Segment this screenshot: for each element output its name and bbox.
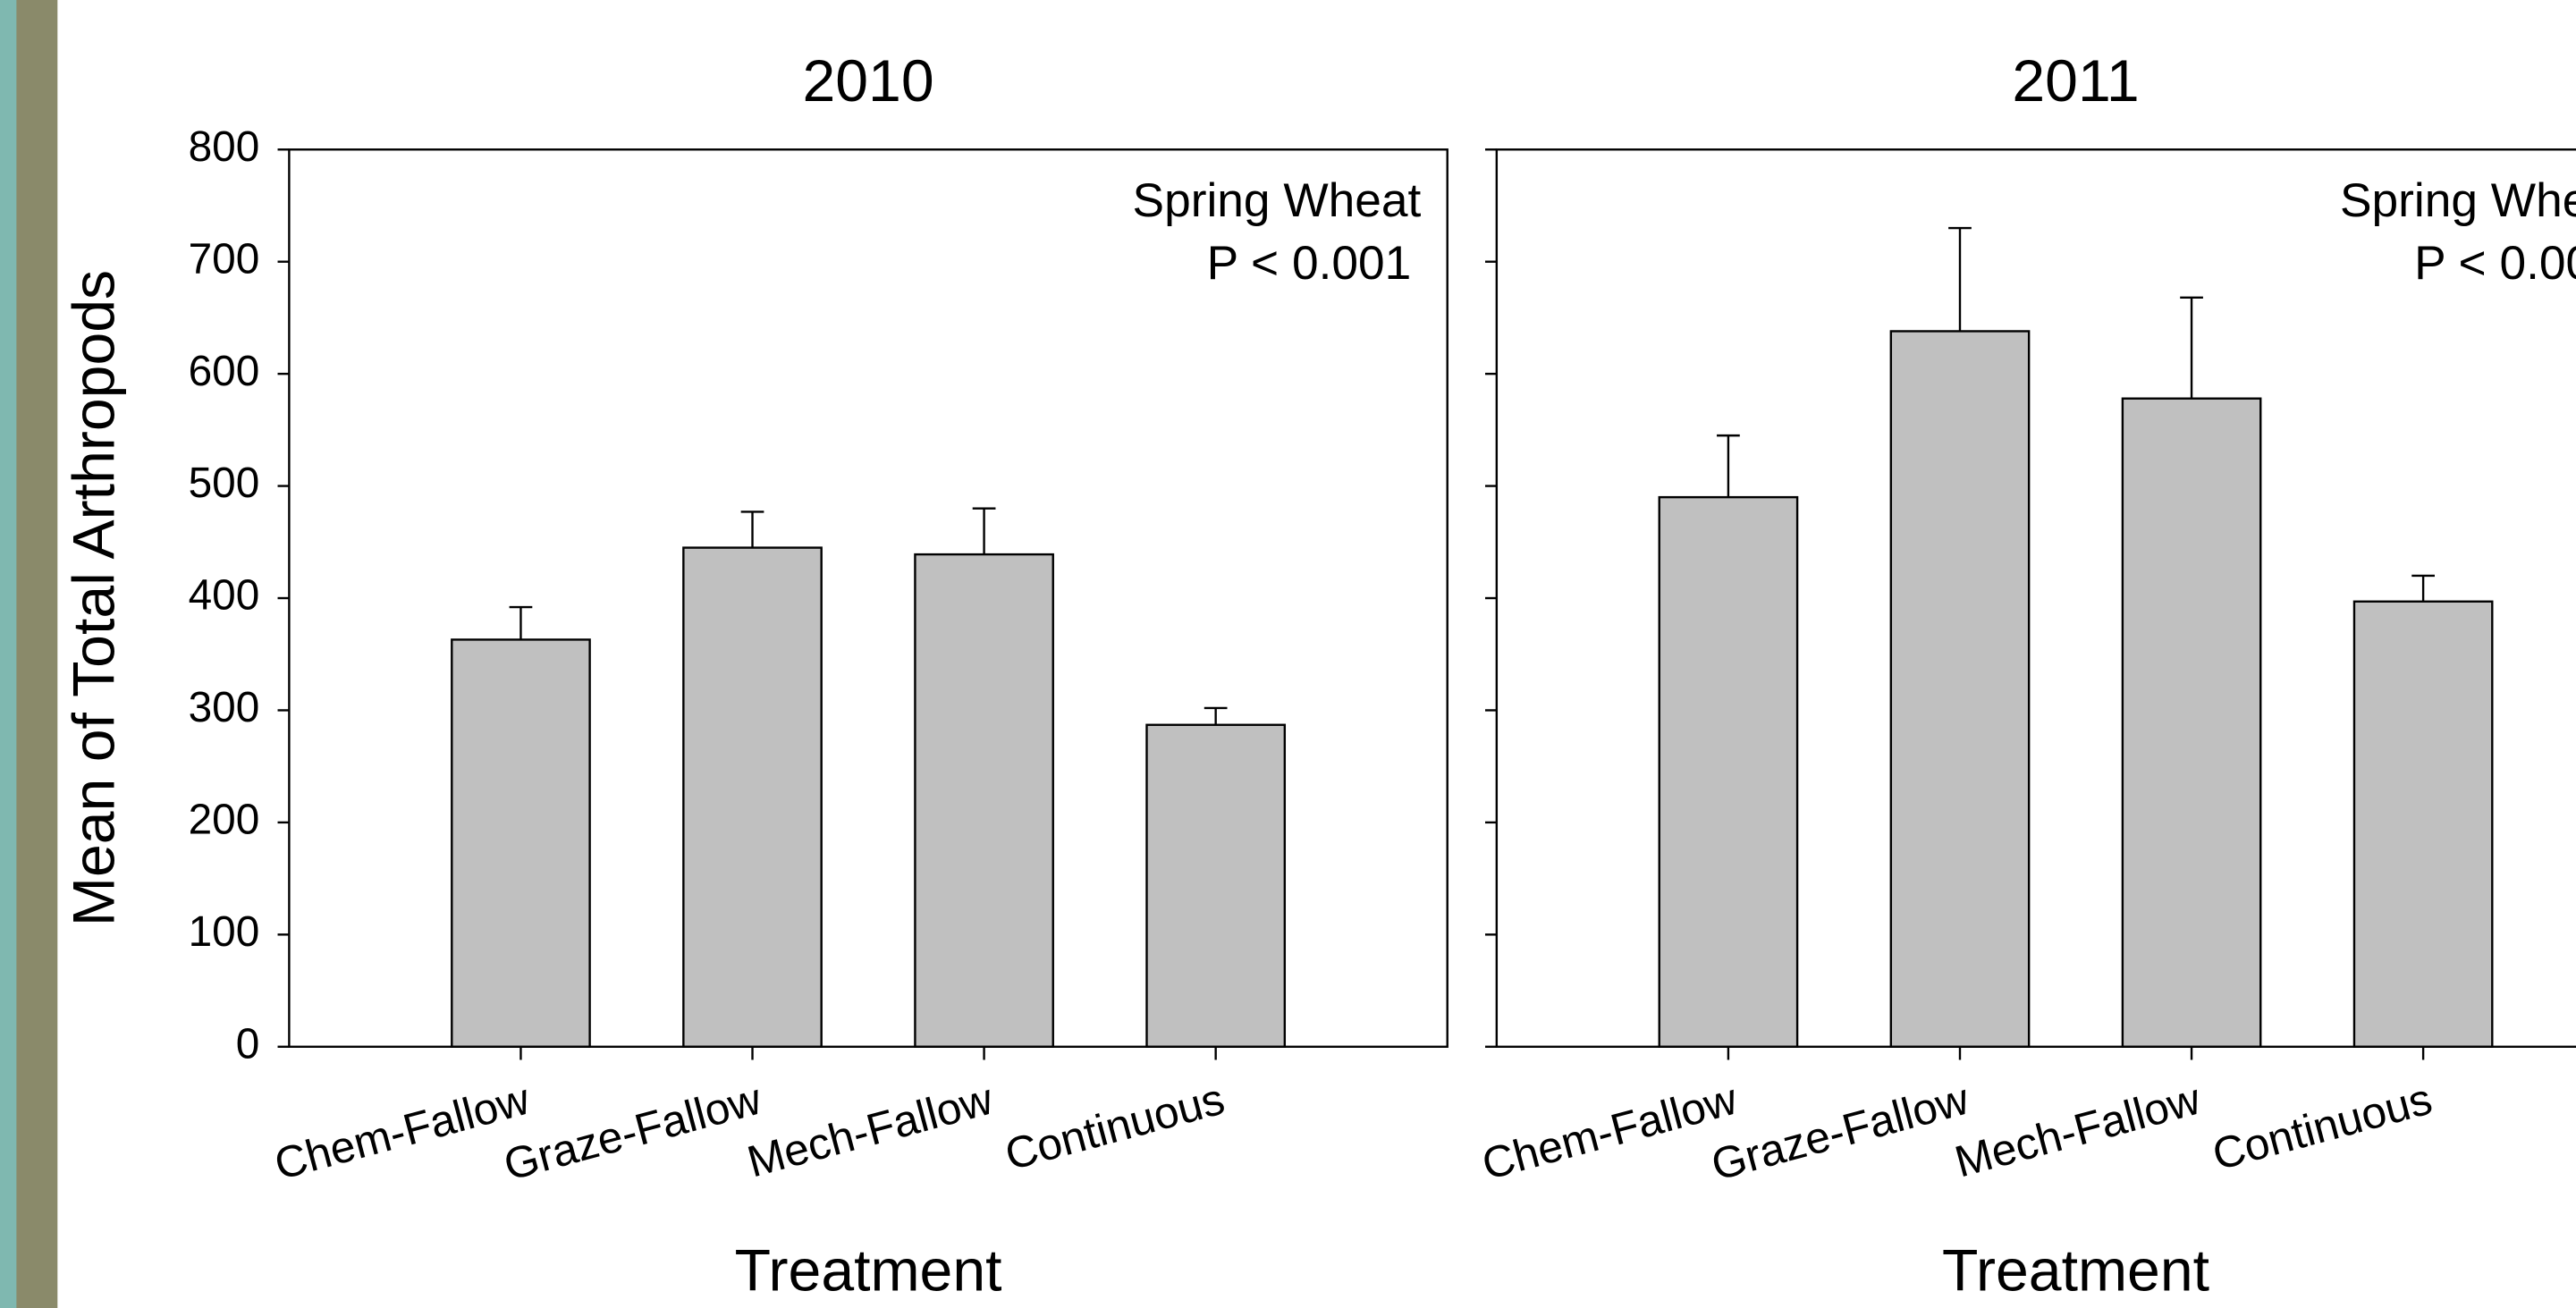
x-tick-label: Continuous: [1000, 1074, 1229, 1180]
x-tick-label: Mech-Fallow: [1949, 1074, 2205, 1187]
annotation: Spring Wheat: [1133, 174, 1422, 227]
y-tick-label: 400: [189, 572, 260, 620]
bar: [683, 548, 821, 1047]
x-tick-label: Graze-Fallow: [1706, 1074, 1974, 1191]
x-tick-label: Continuous: [2208, 1074, 2437, 1180]
y-tick-label: 100: [189, 908, 260, 956]
y-tick-label: 700: [189, 235, 260, 283]
bar: [1146, 725, 1284, 1047]
y-tick-label: 300: [189, 684, 260, 731]
x-axis-label: Treatment: [1942, 1238, 2209, 1304]
y-tick-label: 0: [236, 1020, 260, 1067]
y-tick-label: 200: [189, 797, 260, 844]
error-bar: [1717, 435, 1740, 497]
bar: [915, 554, 1052, 1047]
error-bar: [1948, 228, 1972, 331]
annotation: P < 0.001: [1207, 237, 1412, 290]
page: {"chart_data": [ {"type": "bar", "title"…: [0, 0, 2576, 1308]
x-tick-label: Chem-Fallow: [1477, 1074, 1743, 1190]
chart-title: 2010: [802, 48, 933, 114]
bar: [1660, 497, 1797, 1047]
x-axis-label: Treatment: [735, 1238, 1002, 1304]
bar: [2123, 399, 2260, 1047]
bar: [1891, 331, 2029, 1046]
annotation: P < 0.001: [2414, 237, 2576, 290]
error-bar: [973, 509, 996, 554]
error-bar: [2180, 298, 2203, 399]
error-bar: [2411, 576, 2435, 602]
y-tick-label: 800: [189, 123, 260, 171]
x-tick-label: Graze-Fallow: [499, 1074, 767, 1191]
error-bar: [1204, 708, 1228, 725]
chart-title: 2011: [2012, 48, 2139, 114]
bar: [452, 639, 589, 1046]
y-tick-label: 500: [189, 460, 260, 507]
x-tick-label: Chem-Fallow: [269, 1074, 535, 1190]
y-tick-label: 600: [189, 348, 260, 395]
photo-strip-edge: [0, 0, 16, 1308]
annotation: Spring Wheat: [2340, 174, 2576, 227]
x-tick-label: Mech-Fallow: [742, 1074, 998, 1187]
error-bar: [510, 607, 533, 639]
y-axis-label: Mean of Total Arthropods: [62, 270, 128, 926]
figure: 2010 Treatment Mean of Total Arthropods 0 10…: [0, 0, 2576, 1308]
error-bar: [741, 511, 764, 547]
bar: [2354, 602, 2492, 1047]
